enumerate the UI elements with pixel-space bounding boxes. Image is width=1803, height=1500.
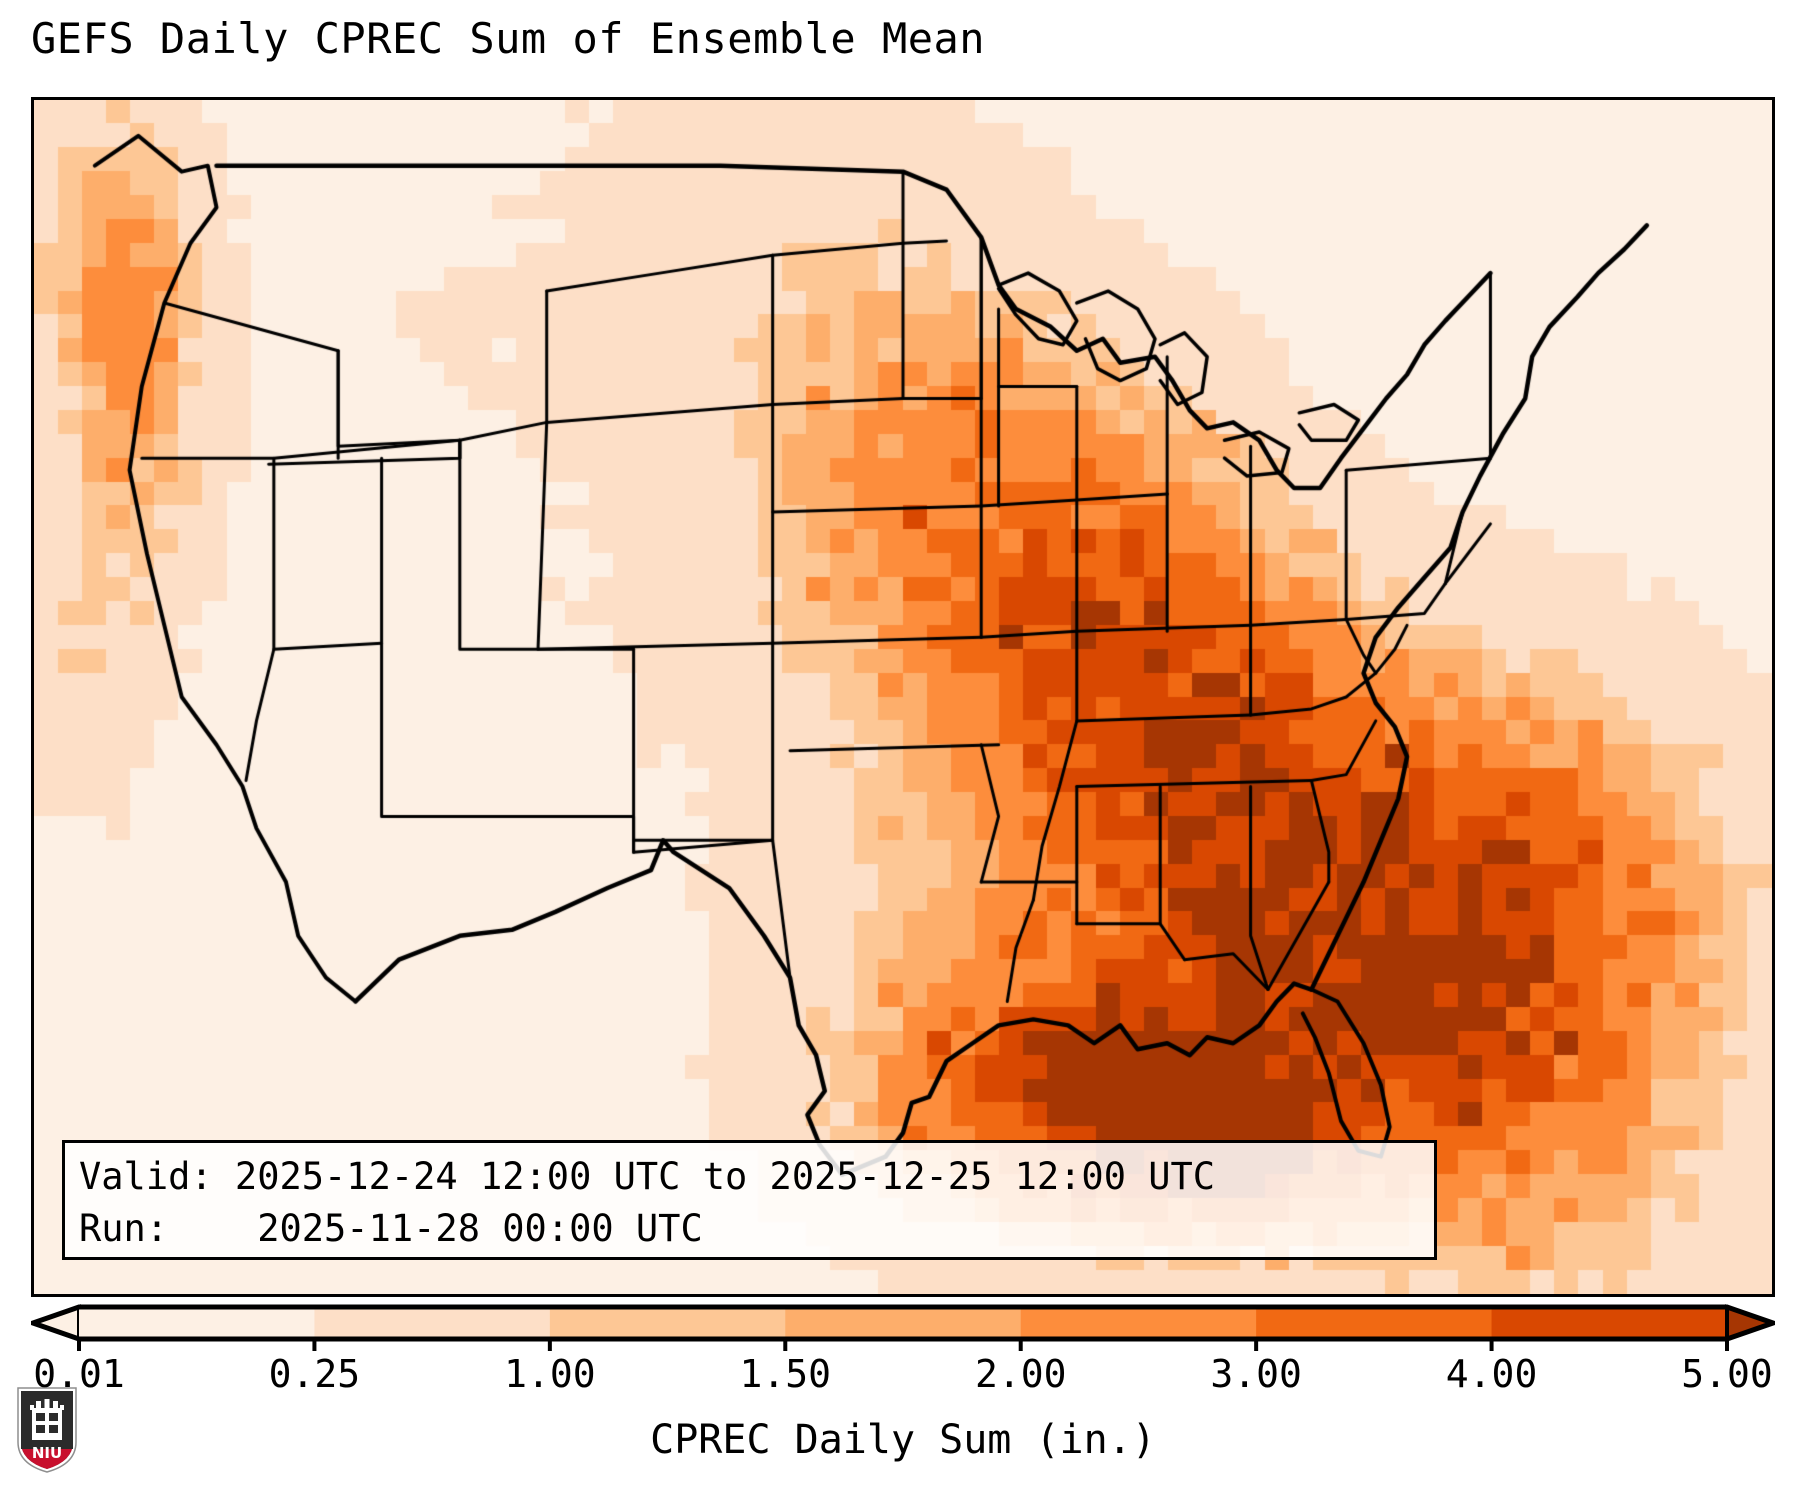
map-panel	[31, 97, 1775, 1297]
colorbar-band	[549, 1307, 786, 1339]
colorbar-band	[1491, 1307, 1728, 1339]
precipitation-heatmap	[34, 100, 1772, 1294]
colorbar-axis-label: CPREC Daily Sum (in.)	[650, 1417, 1156, 1463]
colorbar-tick-label: 0.25	[268, 1352, 361, 1396]
page-title: GEFS Daily CPREC Sum of Ensemble Mean	[31, 14, 986, 63]
colorbar-band	[1256, 1307, 1493, 1339]
colorbar-tick-label: 1.00	[504, 1352, 596, 1396]
colorbar-svg	[31, 1304, 1775, 1351]
colorbar-band	[79, 1307, 316, 1339]
colorbar	[31, 1303, 1775, 1351]
niu-logo-text: NIU	[32, 1444, 62, 1462]
colorbar-tick-label: 4.00	[1445, 1352, 1538, 1396]
colorbar-tick-label: 3.00	[1210, 1352, 1302, 1396]
colorbar-band	[314, 1307, 551, 1339]
colorbar-tick-label: 1.50	[739, 1352, 832, 1396]
colorbar-band	[785, 1307, 1022, 1339]
valid-run-info-box: Valid: 2025-12-24 12:00 UTC to 2025-12-2…	[62, 1140, 1437, 1260]
valid-time-line: Valid: 2025-12-24 12:00 UTC to 2025-12-2…	[79, 1155, 1216, 1198]
colorbar-tick-label: 5.00	[1681, 1352, 1773, 1396]
colorbar-band	[1020, 1307, 1257, 1339]
colorbar-tick-label: 2.00	[974, 1352, 1067, 1396]
niu-logo: NIU	[17, 1387, 77, 1473]
run-time-line: Run: 2025-11-28 00:00 UTC	[79, 1207, 703, 1250]
